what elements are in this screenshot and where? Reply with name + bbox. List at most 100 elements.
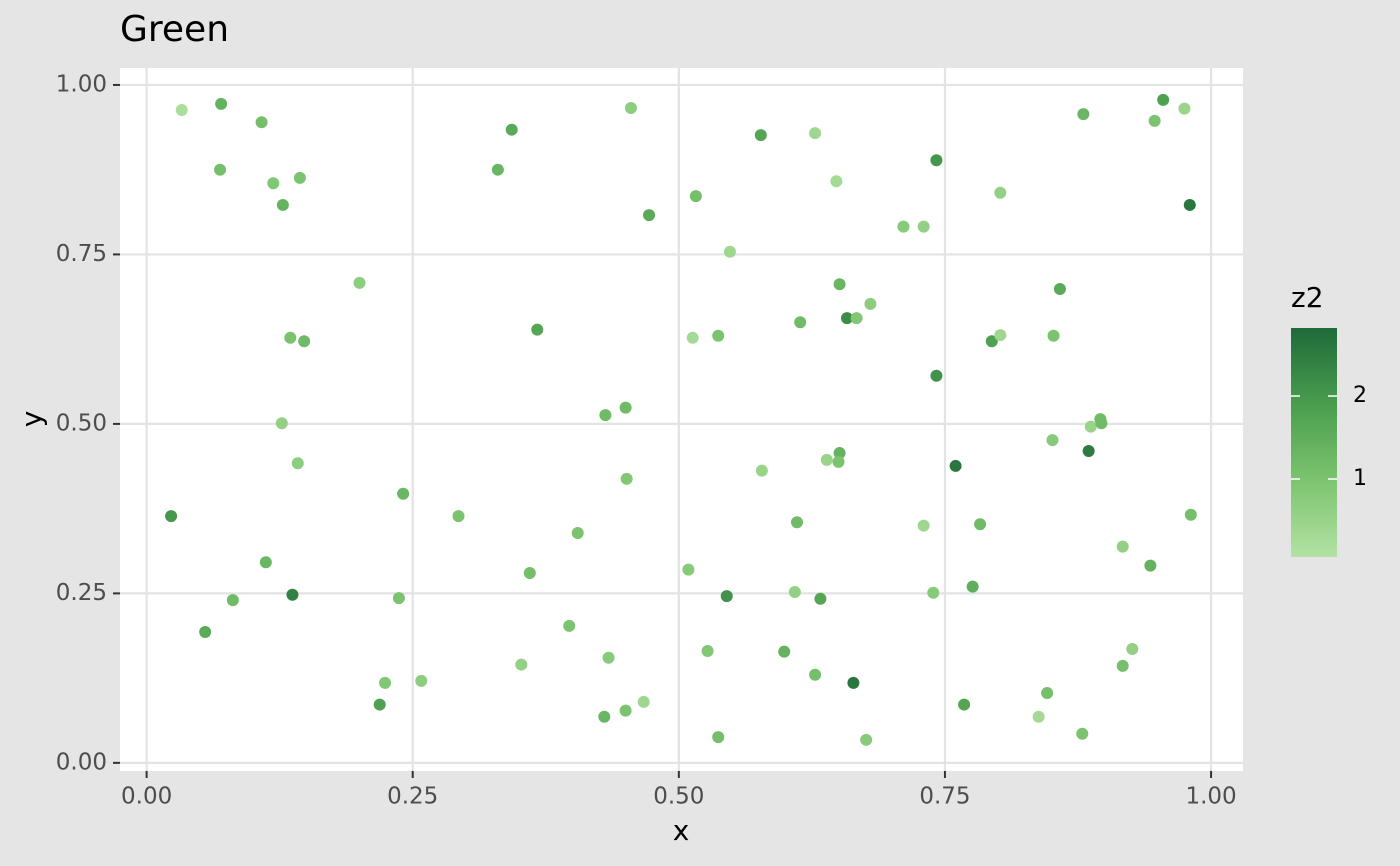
point: [1116, 540, 1129, 553]
y-tick-label: 0.75: [56, 241, 107, 267]
point: [701, 645, 714, 658]
point: [833, 447, 846, 460]
point: [841, 312, 854, 325]
point: [298, 335, 311, 348]
point: [897, 220, 910, 233]
point: [689, 190, 702, 203]
point: [1077, 108, 1090, 121]
point: [1041, 687, 1054, 700]
point: [637, 695, 650, 708]
point: [571, 527, 584, 540]
panel: [120, 68, 1243, 771]
point: [1178, 102, 1191, 115]
point: [778, 645, 791, 658]
point: [847, 676, 860, 689]
x-tick-label: 0.00: [121, 784, 172, 810]
point: [293, 171, 306, 184]
point: [175, 104, 188, 117]
point: [1053, 283, 1066, 296]
point: [619, 401, 632, 414]
point: [226, 594, 239, 607]
point: [619, 704, 632, 717]
x-tick-label: 0.75: [919, 784, 970, 810]
point: [563, 619, 576, 632]
legend-title: z2: [1291, 281, 1324, 314]
point: [452, 510, 465, 523]
point: [794, 316, 807, 329]
point: [215, 97, 228, 110]
point: [994, 186, 1007, 199]
point: [255, 116, 268, 129]
point: [820, 453, 833, 466]
point: [491, 163, 504, 176]
point: [624, 101, 637, 114]
point: [415, 674, 428, 687]
point: [949, 459, 962, 472]
y-tick-label: 1.00: [56, 71, 107, 97]
point: [259, 556, 272, 569]
point: [712, 329, 725, 342]
x-tick-label: 0.50: [653, 784, 704, 810]
point: [930, 369, 943, 382]
point: [1084, 420, 1097, 433]
point: [809, 668, 822, 681]
point: [505, 123, 518, 136]
point: [531, 323, 544, 336]
colorbar-tick-label: 1: [1353, 466, 1367, 491]
point: [353, 276, 366, 289]
chart-title: Green: [120, 9, 229, 50]
point: [284, 331, 297, 344]
point: [523, 567, 536, 580]
point: [1076, 727, 1089, 740]
colorbar-tick-label: 2: [1353, 383, 1367, 408]
point: [682, 563, 695, 576]
point: [686, 331, 699, 344]
point: [985, 335, 998, 348]
point: [392, 592, 405, 605]
point: [994, 329, 1007, 342]
point: [930, 154, 943, 167]
point: [165, 510, 178, 523]
point: [830, 175, 843, 188]
point: [1157, 93, 1170, 106]
x-axis-title: x: [673, 814, 690, 847]
point: [1046, 434, 1059, 447]
point: [379, 676, 392, 689]
point: [602, 651, 615, 664]
point: [917, 519, 930, 532]
point: [850, 312, 863, 325]
point: [397, 487, 410, 500]
point: [599, 409, 612, 422]
point: [814, 592, 827, 605]
point: [643, 209, 656, 222]
point: [712, 731, 725, 744]
point: [275, 417, 288, 430]
point: [1032, 710, 1045, 723]
point: [755, 464, 768, 477]
point: [286, 588, 299, 601]
x-tick-label: 1.00: [1185, 784, 1236, 810]
point: [1183, 198, 1196, 211]
point: [966, 580, 979, 593]
y-tick-label: 0.00: [56, 749, 107, 775]
point: [723, 245, 736, 258]
point: [598, 710, 611, 723]
point: [620, 472, 633, 485]
y-tick-label: 0.50: [56, 410, 107, 436]
point: [1082, 445, 1095, 458]
point: [754, 129, 767, 142]
point: [809, 127, 822, 140]
point: [199, 626, 212, 639]
point: [1095, 417, 1108, 430]
point: [917, 220, 930, 233]
y-tick-label: 0.25: [56, 580, 107, 606]
point: [267, 177, 280, 190]
point: [833, 278, 846, 291]
point: [214, 163, 227, 176]
point: [720, 590, 733, 603]
x-tick-label: 0.25: [387, 784, 438, 810]
y-axis-title: y: [15, 411, 48, 428]
point: [1144, 559, 1157, 572]
point: [832, 455, 845, 468]
